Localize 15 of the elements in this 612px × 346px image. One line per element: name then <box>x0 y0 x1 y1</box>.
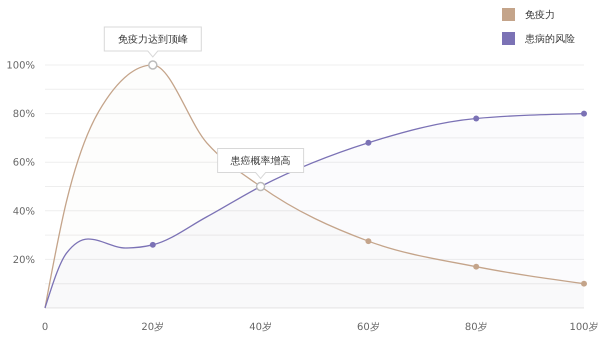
x-tick-label: 0 <box>42 322 48 333</box>
y-tick-label: 100% <box>6 60 35 72</box>
annotation: 免疫力达到顶峰 <box>118 34 188 46</box>
y-tick-label: 40% <box>12 206 35 218</box>
x-tick-label: 80岁 <box>464 321 488 333</box>
y-tick-label: 60% <box>12 158 35 169</box>
legend-label: 患病的风险 <box>524 33 575 45</box>
x-tick-label: 60岁 <box>357 321 380 333</box>
x-tick-label: 20岁 <box>141 321 164 333</box>
x-tick-label: 100岁 <box>569 321 599 333</box>
y-tick-label: 80% <box>12 109 35 120</box>
annotation: 患癌概率增高 <box>230 155 291 167</box>
x-tick-label: 40岁 <box>249 321 272 333</box>
legend-label: 免疫力 <box>525 9 555 21</box>
y-tick-label: 20% <box>12 254 35 266</box>
